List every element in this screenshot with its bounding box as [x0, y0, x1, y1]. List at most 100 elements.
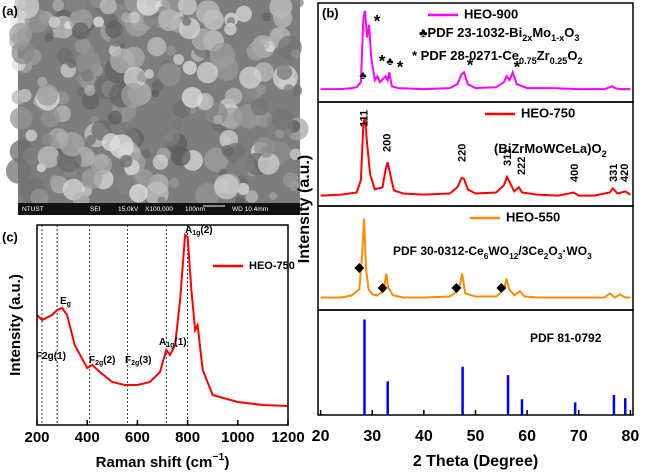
- sem-grain: [84, 84, 96, 96]
- peak-marker: *: [379, 51, 386, 70]
- peak-marker: *: [514, 57, 521, 76]
- peak-annotation-part: F: [89, 355, 95, 366]
- sem-info: NTUST: [22, 206, 44, 213]
- phase-annotation-part: O: [564, 25, 574, 40]
- sem-texture: [5, 0, 309, 209]
- x-tick-label: 70: [570, 428, 588, 445]
- peak-annotation-part: F: [125, 355, 131, 366]
- sem-grain: [141, 149, 151, 159]
- sem-grain: [157, 196, 166, 205]
- peak-annotation-part: (3): [139, 355, 151, 366]
- sem-grain: [22, 147, 40, 165]
- sem-grain: [65, 0, 87, 12]
- peak-marker: *: [397, 57, 404, 76]
- sem-grain: [119, 154, 133, 168]
- sem-grain: [159, 109, 172, 122]
- sem-grain: [121, 82, 147, 108]
- phase-annotation-part: Mo: [532, 25, 551, 40]
- phase-annotation-part: 12: [509, 251, 519, 261]
- peak-annotation: F2g(1): [36, 351, 66, 362]
- x-tick-label: 200: [24, 429, 49, 446]
- x-axis-label-part: Raman shift (cm: [96, 454, 213, 471]
- y-axis-label: Intensity (a.u.): [7, 274, 24, 376]
- sem-grain: [196, 61, 219, 84]
- sem-grain: [245, 190, 259, 203]
- phase-annotation-part: 2: [544, 251, 549, 261]
- peak-marker: *: [467, 55, 474, 74]
- phase-marker: [377, 283, 388, 293]
- sem-grain: [147, 37, 167, 57]
- sem-grain: [101, 133, 120, 152]
- phase-marker: [451, 283, 462, 293]
- sem-info-bar: [18, 203, 300, 215]
- sem-info: X100,000: [145, 206, 173, 213]
- sem-grain: [195, 183, 219, 207]
- sem-grain: [109, 48, 136, 74]
- x-axis-label: Raman shift (cm−1): [96, 451, 230, 471]
- sem-grain: [75, 38, 91, 54]
- sem-grain: [93, 16, 104, 28]
- miller-index: 220: [456, 144, 468, 162]
- sem-grain: [37, 145, 60, 168]
- phase-annotation-part: 3: [558, 251, 563, 261]
- y-axis-label: Intensity (a.u.): [296, 155, 313, 263]
- sem-grain: [213, 174, 240, 200]
- sem-grain: [246, 41, 266, 61]
- sem-grain: [36, 83, 59, 106]
- sem-grain: [162, 128, 181, 147]
- sem-grain: [158, 9, 181, 32]
- sem-grain: [289, 148, 302, 161]
- sem-grain: [129, 184, 148, 203]
- sem-grain: [40, 107, 61, 128]
- sem-info: WD 10.4mm: [232, 206, 268, 213]
- peak-annotation: A1g(2): [185, 225, 213, 238]
- sem-grain: [256, 84, 267, 95]
- sem-info: 100nm: [185, 206, 205, 213]
- sem-grain: [269, 191, 278, 201]
- miller-index: 222: [516, 157, 528, 175]
- sem-grain: [210, 150, 221, 161]
- x-tick-label: 20: [312, 428, 330, 445]
- peak-annotation-part: 2g: [131, 360, 139, 367]
- peak-annotation-part: (1): [174, 337, 186, 348]
- sem-grain: [14, 0, 40, 19]
- sem-grain: [25, 129, 38, 142]
- peak-annotation-part: A: [185, 225, 192, 236]
- sem-grain: [295, 0, 304, 8]
- phase-marker: [496, 283, 507, 293]
- phase-marker: [354, 263, 365, 273]
- sem-grain: [172, 118, 183, 130]
- phase-annotation-part: Zr: [537, 48, 550, 63]
- x-tick-label: 800: [175, 429, 200, 446]
- x-tick-label: 1200: [271, 429, 304, 446]
- sem-grain: [221, 144, 234, 157]
- phase-annotation-part: PDF 30-0312-Ce: [393, 244, 484, 258]
- legend-label: HEO-550: [506, 209, 560, 224]
- sem-grain: [5, 157, 32, 184]
- sem-grain: [173, 53, 185, 65]
- panel-label: (a): [2, 3, 18, 18]
- peak-annotation-part: 1g: [166, 342, 174, 349]
- sem-grain: [99, 0, 117, 15]
- sem-grain: [151, 79, 165, 92]
- peak-marker: ♣: [386, 56, 393, 68]
- sem-grain: [224, 22, 237, 36]
- phase-annotation-part: 2: [577, 56, 582, 66]
- phase-annotation: (BiZrMoWCeLa)O2: [494, 141, 607, 159]
- x-axis-label-part: ): [224, 454, 229, 471]
- sem-grain: [196, 0, 220, 25]
- sem-grain: [236, 155, 255, 174]
- phase-annotation-part: 0.75: [519, 56, 537, 66]
- sem-grain: [41, 133, 54, 146]
- miller-index: 331: [608, 164, 620, 182]
- phase-annotation-part: ·WO: [562, 244, 587, 258]
- sem-grain: [158, 62, 182, 86]
- peak-annotation: F2g(2): [89, 355, 116, 368]
- sem-grain: [9, 106, 33, 130]
- sem-grain: [76, 86, 86, 97]
- miller-index: 311: [502, 148, 514, 166]
- sem-grain: [213, 114, 223, 125]
- peak-annotation: A1g(1): [159, 337, 187, 350]
- peak-annotation-part: (2): [103, 355, 115, 366]
- phase-annotation-part: WO: [488, 244, 509, 258]
